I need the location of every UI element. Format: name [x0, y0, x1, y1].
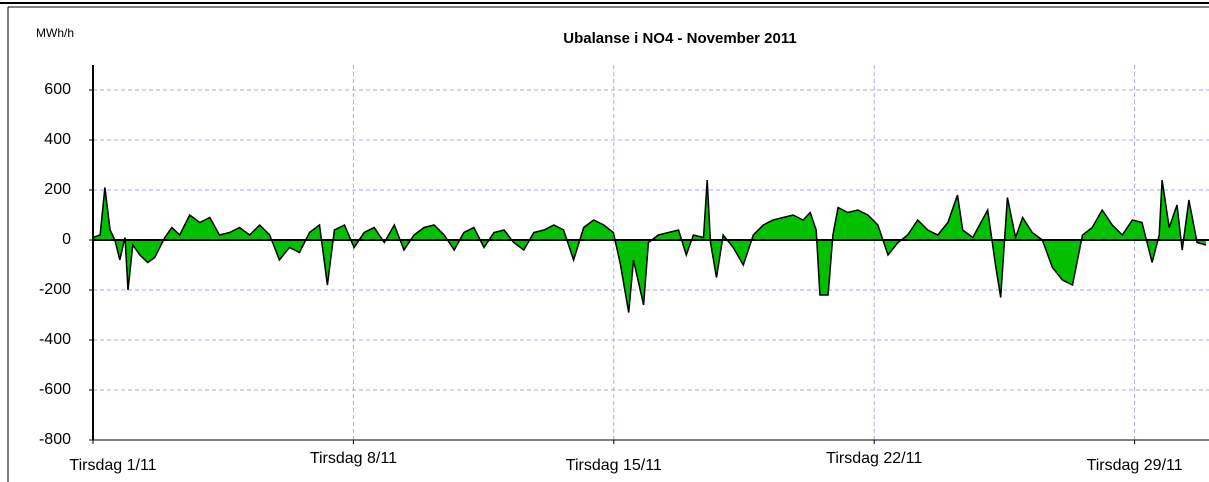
- chart-title: Ubalanse i NO4 - November 2011: [563, 30, 796, 47]
- y-tick-label: -600: [39, 381, 71, 398]
- x-tick-label: Tirsdag 8/11: [310, 450, 397, 467]
- area: [93, 180, 1207, 313]
- axes: -800 -600 -400 -200 0 200 400 600 Tirsdag 1/11 Ti…: [39, 65, 1209, 474]
- y-tick-label: -800: [39, 431, 71, 448]
- grid: [93, 65, 1209, 441]
- x-tick-label: Tirsdag 22/11: [826, 450, 922, 467]
- x-tick-label: Tirsdag 29/11: [1087, 457, 1183, 474]
- line: [92, 179, 1207, 313]
- x-tick-label: Tirsdag 1/11: [69, 457, 156, 474]
- y-tick-label: -200: [39, 281, 71, 298]
- plot: [92, 179, 1207, 313]
- y-tick-label: 200: [44, 181, 71, 198]
- x-tick-label: Tirsdag 15/11: [566, 457, 662, 474]
- y-tick-label: 400: [44, 131, 71, 148]
- y-tick-label: 600: [44, 81, 71, 98]
- y-axis-label: MWh/h: [36, 26, 74, 40]
- y-tick-label: -400: [39, 331, 71, 348]
- y-tick-label: 0: [62, 231, 71, 248]
